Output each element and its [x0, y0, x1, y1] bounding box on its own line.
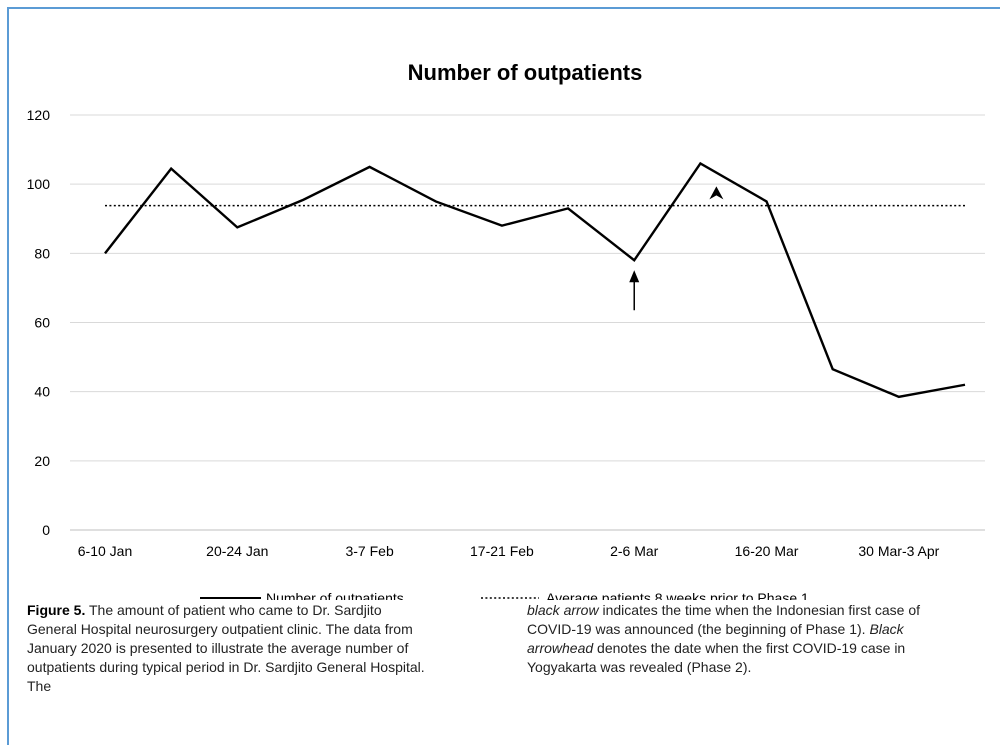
caption-left: Figure 5. The amount of patient who came… — [27, 601, 427, 696]
caption-left-text: The amount of patient who came to Dr. Sa… — [27, 602, 425, 694]
x-tick-label: 17-21 Feb — [470, 543, 534, 559]
caption-black-arrowhead: Black arrowhead — [527, 621, 904, 656]
y-tick-label: 80 — [34, 245, 50, 261]
x-tick-label: 6-10 Jan — [78, 543, 132, 559]
y-tick-label: 100 — [27, 176, 51, 192]
black-arrow-annotation — [629, 270, 640, 311]
x-tick-label: 16-20 Mar — [735, 543, 799, 559]
gridlines — [70, 114, 985, 531]
y-tick-label: 60 — [34, 315, 50, 331]
y-axis-ticks: 0 20 40 60 80 100 120 — [27, 107, 51, 538]
caption-black-arrow: black arrow — [527, 602, 599, 618]
y-tick-label: 120 — [27, 107, 51, 123]
legend: Number of outpatients Average patients 8… — [200, 590, 809, 600]
caption-right: black arrow indicates the time when the … — [527, 601, 967, 677]
x-tick-label: 20-24 Jan — [206, 543, 268, 559]
x-tick-label: 3-7 Feb — [345, 543, 393, 559]
caption-right-text-2: denotes the date when the first COVID-19… — [527, 640, 906, 675]
black-arrowhead-annotation — [709, 186, 724, 200]
legend-dotted-label: Average patients 8 weeks prior to Phase … — [546, 590, 809, 600]
annotations — [629, 186, 724, 311]
series-lines — [104, 161, 966, 399]
figure-frame — [7, 7, 1000, 745]
y-tick-label: 0 — [42, 522, 50, 538]
outpatients-line — [104, 161, 966, 399]
x-tick-label: 2-6 Mar — [610, 543, 659, 559]
chart-title: Number of outpatients — [408, 60, 643, 85]
x-tick-label: 30 Mar-3 Apr — [858, 543, 939, 559]
y-tick-label: 40 — [34, 384, 50, 400]
caption-right-text-1: indicates the time when the Indonesian f… — [527, 602, 920, 637]
legend-solid-label: Number of outpatients — [266, 590, 404, 600]
figure-label: Figure 5. — [27, 602, 86, 618]
x-axis-ticks: 6-10 Jan 20-24 Jan 3-7 Feb 17-21 Feb 2-6 Mar… — [78, 543, 940, 559]
line-chart: Number of outpatients 0 20 40 60 80 100 120 6-… — [27, 60, 985, 600]
y-tick-label: 20 — [34, 453, 50, 469]
